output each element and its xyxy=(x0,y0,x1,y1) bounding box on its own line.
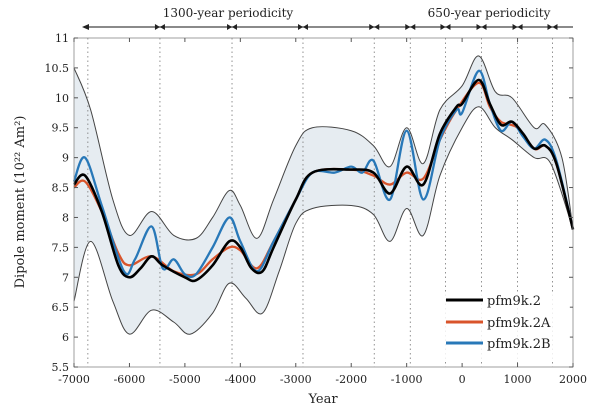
lower-envelope-line xyxy=(73,106,574,335)
bowtie-marker xyxy=(547,24,558,30)
bowtie-marker xyxy=(297,24,308,30)
y-axis-label: Dipole moment (10²² Am²) xyxy=(13,116,28,289)
y-tick-label: 9 xyxy=(62,152,69,165)
x-tick-label: -1000 xyxy=(391,373,423,386)
plot-frame xyxy=(73,37,574,368)
bowtie-marker xyxy=(512,24,523,30)
x-tick-label: 2000 xyxy=(559,373,587,386)
y-tick-label: 9.5 xyxy=(52,122,70,135)
series-lines xyxy=(72,55,575,335)
bowtie-marker xyxy=(227,24,238,30)
y-tick-label: 8.5 xyxy=(52,182,70,195)
x-axis-label: Year xyxy=(307,392,338,407)
x-tick-label: -5000 xyxy=(169,373,201,386)
series-line-pfm9k2 xyxy=(72,78,575,283)
y-tick-label: 10 xyxy=(55,92,69,105)
x-tick-label: -6000 xyxy=(114,373,146,386)
bowtie-marker xyxy=(440,24,451,30)
legend-label-pfm9k2: pfm9k.2 xyxy=(487,294,541,309)
periodicity-arrows xyxy=(82,24,573,30)
y-tick-label: 11 xyxy=(55,32,69,45)
periodicity-markers xyxy=(87,38,553,367)
bowtie-marker xyxy=(369,24,380,30)
x-tick-label: -2000 xyxy=(335,373,367,386)
x-tick-label: -3000 xyxy=(280,373,312,386)
legend-label-pfm9k2a: pfm9k.2A xyxy=(487,316,551,331)
arrow-head-left xyxy=(82,24,89,30)
bowtie-marker xyxy=(476,24,487,30)
bowtie-marker xyxy=(154,24,165,30)
x-tick-label: 0 xyxy=(459,373,466,386)
annotation-650: 650-year periodicity xyxy=(428,6,551,20)
x-tick-label: 1000 xyxy=(504,373,532,386)
legend: pfm9k.2 pfm9k.2A pfm9k.2B xyxy=(440,292,570,362)
upper-envelope-line xyxy=(73,55,574,241)
axis-ticks: -7000 -6000 -5000 -4000 -3000 -2000 -1000 0 1000… xyxy=(45,32,588,386)
y-tick-label: 6.5 xyxy=(52,301,70,314)
y-tick-label: 7 xyxy=(62,271,69,284)
annotation-1300: 1300-year periodicity xyxy=(163,6,294,20)
y-tick-label: 5.5 xyxy=(52,361,70,374)
y-tick-label: 8 xyxy=(62,211,69,224)
legend-label-pfm9k2b: pfm9k.2B xyxy=(487,337,551,352)
y-tick-label: 7.5 xyxy=(52,241,70,254)
y-tick-label: 6 xyxy=(62,331,69,344)
x-tick-label: -7000 xyxy=(58,373,90,386)
x-tick-label: -4000 xyxy=(224,373,256,386)
bowtie-marker xyxy=(405,24,416,30)
y-tick-label: 10.5 xyxy=(45,62,70,75)
